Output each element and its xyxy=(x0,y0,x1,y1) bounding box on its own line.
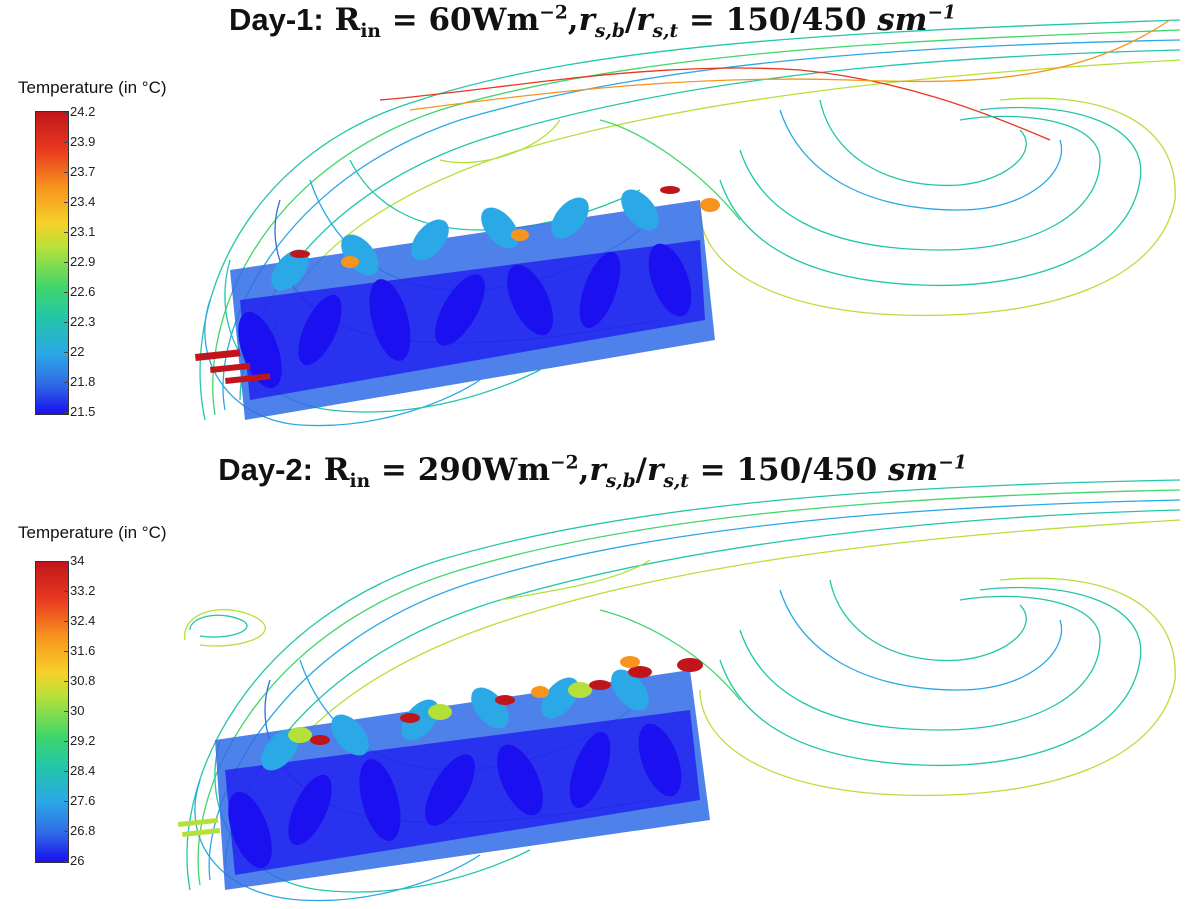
title-resistance-t-symbol: r xyxy=(646,452,664,488)
colorbar-tick: 23.1 xyxy=(63,224,96,239)
colorbar-tick: 33.2 xyxy=(63,583,96,598)
plant-canopy xyxy=(195,186,720,420)
panel-title: Day-1: Rin = 60Wm−2,rs,b/rs,t = 150/450 … xyxy=(0,2,1185,42)
colorbar-title: Temperature (in °C) xyxy=(18,523,167,542)
colorbar-tick: 30 xyxy=(63,703,85,718)
colorbar-tick: 22 xyxy=(63,344,85,359)
colorbar-tick: 22.6 xyxy=(63,284,96,299)
streamline-visualization xyxy=(195,19,1181,427)
title-equals: = xyxy=(391,2,418,38)
title-resistance-b-subscript: s,b xyxy=(594,21,625,43)
title-equals: = xyxy=(380,452,407,488)
colorbar-tick: 26.8 xyxy=(63,823,96,838)
title-slash: / xyxy=(624,2,637,38)
title-resistance-b-symbol: r xyxy=(578,2,595,38)
streamline-visualization xyxy=(177,479,1181,902)
colorbar-tick: 21.5 xyxy=(63,404,96,419)
title-ratio-value: 150/450 xyxy=(736,452,878,488)
title-resistance-t-subscript: s,t xyxy=(652,21,679,43)
colorbar-tick: 28.4 xyxy=(63,763,96,778)
colorbar-tick: 21.8 xyxy=(63,374,96,389)
title-unit-exponent: −1 xyxy=(938,452,967,474)
title-comma: , xyxy=(567,2,579,38)
colorbar-tick: 22.3 xyxy=(63,314,96,329)
title-radiation-exponent: −2 xyxy=(539,2,568,24)
title-radiation-symbol: R xyxy=(334,2,361,38)
title-day-label: Day-1: xyxy=(228,2,324,37)
colorbar-tick: 29.2 xyxy=(63,733,96,748)
colorbar-tick: 23.9 xyxy=(63,134,96,149)
simulation-panel-day-1: Day-1: Rin = 60Wm−2,rs,b/rs,t = 150/450 … xyxy=(0,0,1185,450)
title-ratio-value: 150/450 xyxy=(725,2,867,38)
title-comma: , xyxy=(578,452,590,488)
title-radiation-value: 60Wm xyxy=(428,2,540,38)
title-radiation-subscript: in xyxy=(360,21,381,43)
title-slash: / xyxy=(635,452,647,488)
title-unit: sm xyxy=(887,452,939,488)
title-radiation-subscript: in xyxy=(349,471,371,493)
title-equals-2: = xyxy=(699,452,726,488)
title-equals-2: = xyxy=(688,2,715,38)
colorbar xyxy=(35,111,69,415)
colorbar-tick: 27.6 xyxy=(63,793,96,808)
colorbar-tick: 23.7 xyxy=(63,164,96,179)
panel-title: Day-2: Rin = 290Wm−2,rs,b/rs,t = 150/450… xyxy=(0,452,1185,492)
title-unit-exponent: −1 xyxy=(927,2,956,24)
colorbar-tick: 24.2 xyxy=(63,104,96,119)
title-resistance-t-symbol: r xyxy=(636,2,653,38)
colorbar xyxy=(35,561,69,863)
title-unit: sm xyxy=(877,2,928,38)
title-resistance-b-subscript: s,b xyxy=(605,471,636,493)
title-radiation-exponent: −2 xyxy=(550,452,579,474)
plant-canopy xyxy=(177,656,710,890)
colorbar-tick: 34 xyxy=(63,553,85,568)
simulation-panel-day-2: Day-2: Rin = 290Wm−2,rs,b/rs,t = 150/450… xyxy=(0,450,1185,909)
colorbar-title: Temperature (in °C) xyxy=(18,78,167,97)
title-resistance-b-symbol: r xyxy=(589,452,606,488)
colorbar-tick: 26 xyxy=(63,853,85,868)
title-radiation-symbol: R xyxy=(323,452,350,488)
title-day-label: Day-2: xyxy=(218,452,313,487)
colorbar-tick: 22.9 xyxy=(63,254,96,269)
title-radiation-value: 290Wm xyxy=(417,452,551,488)
colorbar-tick: 23.4 xyxy=(63,194,96,209)
colorbar-tick: 30.8 xyxy=(63,673,96,688)
title-resistance-t-subscript: s,t xyxy=(663,471,689,493)
colorbar-tick: 31.6 xyxy=(63,643,96,658)
colorbar-tick: 32.4 xyxy=(63,613,96,628)
